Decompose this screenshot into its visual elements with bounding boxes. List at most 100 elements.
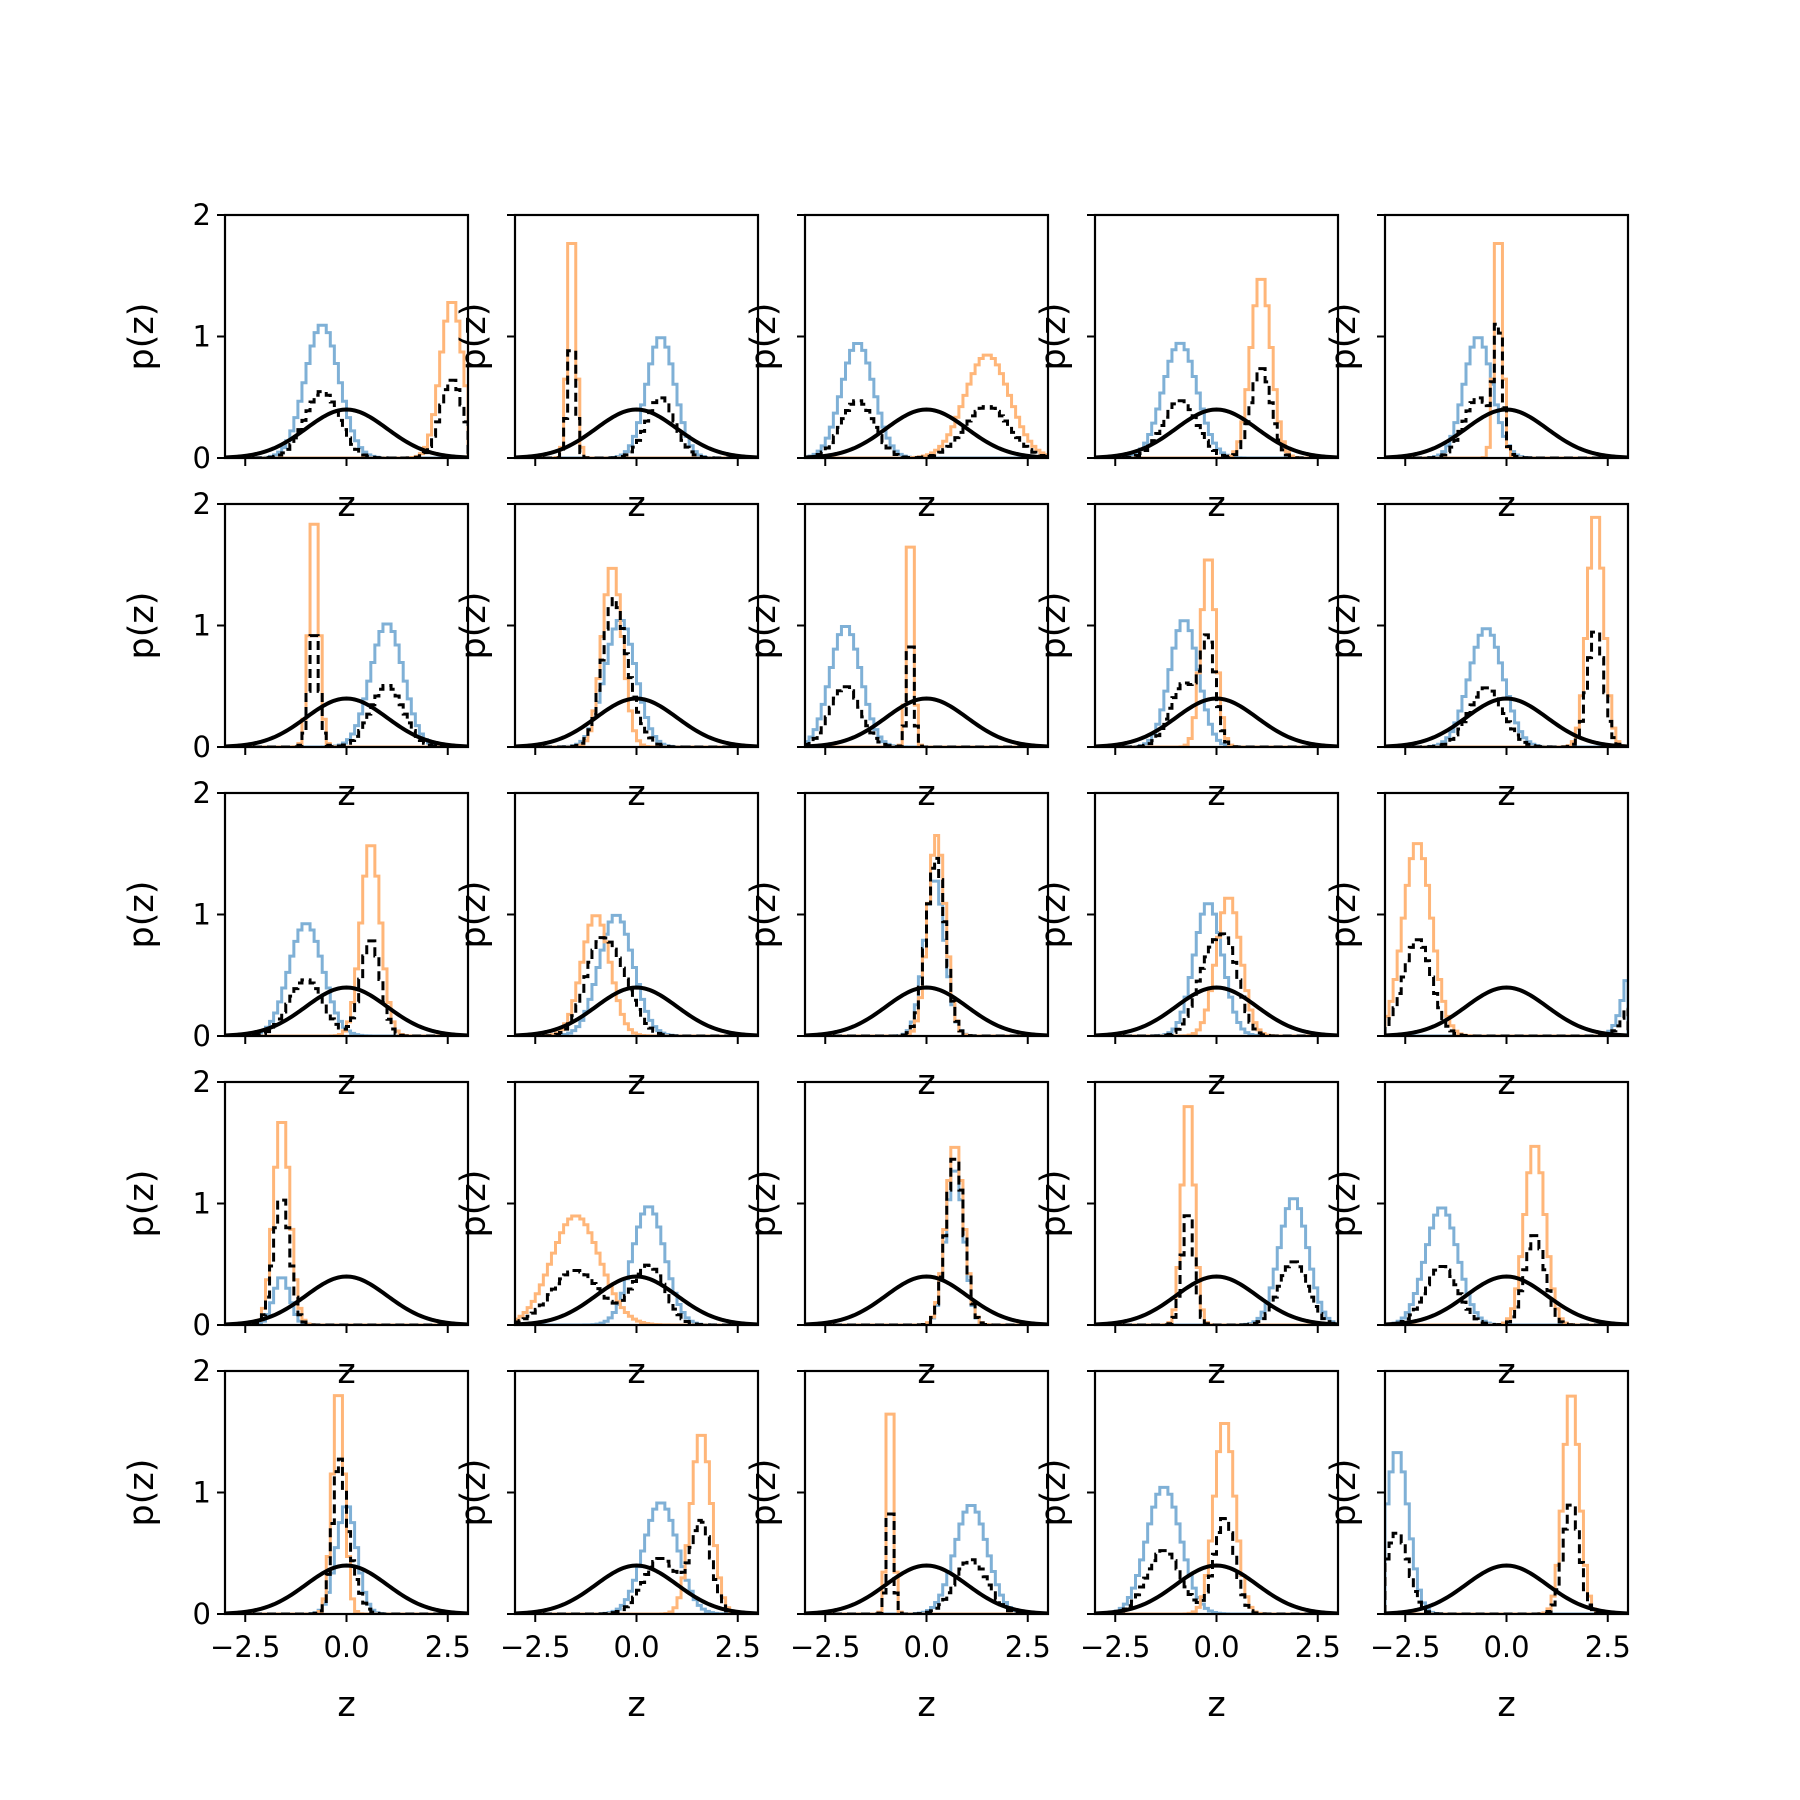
subplot-r2-c2: zp(z)	[454, 502, 760, 814]
subplot-r4-c5: zp(z)	[1324, 1080, 1630, 1392]
y-axis-label: p(z)	[744, 1459, 784, 1527]
x-axis-label: z	[337, 1685, 355, 1725]
axes-frame	[223, 791, 470, 1038]
standard-normal-curve	[1095, 407, 1338, 458]
dashed-mixture-histogram	[225, 634, 468, 747]
y-tick-label: 1	[193, 1476, 211, 1510]
standard-normal-curve	[1385, 696, 1628, 747]
x-axis-label: z	[1207, 1685, 1225, 1725]
orange-histogram	[1385, 1394, 1628, 1614]
subplot-r1-c2: zp(z)	[454, 213, 760, 525]
blue-histogram	[1095, 1485, 1338, 1614]
orange-histogram	[515, 566, 758, 747]
x-tick-label: 2.5	[715, 1630, 761, 1664]
y-tick-label: 2	[193, 776, 211, 810]
dashed-mixture-histogram	[515, 936, 758, 1036]
y-tick-label: 1	[193, 320, 211, 354]
blue-histogram	[515, 1205, 758, 1325]
standard-normal-curve	[805, 1274, 1048, 1325]
axes-frame	[223, 1080, 470, 1327]
x-tick-label: −2.5	[1080, 1630, 1150, 1664]
x-tick-label: 0.0	[1193, 1630, 1239, 1664]
y-tick-label: 0	[193, 1597, 211, 1631]
y-axis-label: p(z)	[1324, 1459, 1364, 1527]
standard-normal-curve	[805, 696, 1048, 747]
axes-frame	[803, 1369, 1050, 1616]
y-tick-label: 0	[193, 441, 211, 475]
subplot-r1-c5: zp(z)	[1324, 213, 1630, 525]
standard-normal-curve	[1095, 985, 1338, 1036]
axes-frame	[223, 502, 470, 749]
x-tick-label: 0.0	[1483, 1630, 1529, 1664]
blue-histogram	[225, 922, 468, 1036]
subplot-r3-c5: zp(z)	[1324, 791, 1630, 1103]
x-tick-label: −2.5	[500, 1630, 570, 1664]
standard-normal-curve	[225, 696, 468, 747]
subplot-r4-c3: zp(z)	[744, 1080, 1050, 1392]
orange-histogram	[225, 301, 468, 458]
dashed-mixture-histogram	[225, 378, 468, 458]
orange-histogram	[805, 1145, 1048, 1325]
y-axis-label: p(z)	[1034, 881, 1074, 949]
standard-normal-curve	[515, 1563, 758, 1614]
y-axis-label: p(z)	[744, 881, 784, 949]
subplot-r1-c4: zp(z)	[1034, 213, 1340, 525]
blue-histogram	[805, 625, 1048, 747]
y-axis-label: p(z)	[1324, 592, 1364, 660]
x-tick-label: −2.5	[210, 1630, 280, 1664]
axes-frame	[1093, 213, 1340, 460]
axes-frame	[1093, 1080, 1340, 1327]
orange-histogram	[515, 1433, 758, 1614]
subplot-r4-c2: zp(z)	[454, 1080, 760, 1392]
y-axis-label: p(z)	[1034, 303, 1074, 371]
y-axis-label: p(z)	[1324, 881, 1364, 949]
dashed-mixture-histogram	[515, 349, 758, 458]
subplot-r5-c1: −2.5 0.0 2.5 0 1 2 z p(z)	[122, 1354, 471, 1725]
subplot-r2-c4: zp(z)	[1034, 502, 1340, 814]
blue-histogram	[805, 1169, 1048, 1325]
subplot-r3-c2: zp(z)	[454, 791, 760, 1103]
y-axis-label: p(z)	[122, 1459, 162, 1527]
axes-frame	[1383, 1369, 1630, 1616]
subplot-r3-c4: zp(z)	[1034, 791, 1340, 1103]
standard-normal-curve	[1385, 985, 1628, 1036]
orange-histogram	[515, 1214, 758, 1325]
axes-frame	[1383, 791, 1630, 1038]
x-tick-label: 2.5	[1295, 1630, 1341, 1664]
y-axis-label: p(z)	[1324, 1170, 1364, 1238]
subplot-r4-c4: zp(z)	[1034, 1080, 1340, 1392]
y-axis-label: p(z)	[454, 881, 494, 949]
x-tick-label: 0.0	[613, 1630, 659, 1664]
x-tick-label: 2.5	[1005, 1630, 1051, 1664]
y-axis-label: p(z)	[744, 1170, 784, 1238]
y-tick-label: 1	[193, 609, 211, 643]
dashed-mixture-histogram	[805, 1512, 1048, 1614]
subplot-r5-c2: −2.5 0.0 2.5 z p(z)	[454, 1369, 761, 1725]
subplot-r5-c5: −2.5 0.0 2.5 z p(z)	[1324, 1369, 1631, 1725]
standard-normal-curve	[805, 407, 1048, 458]
blue-histogram	[515, 619, 758, 747]
standard-normal-curve	[225, 985, 468, 1036]
standard-normal-curve	[225, 1563, 468, 1614]
y-axis-label: p(z)	[1324, 303, 1364, 371]
standard-normal-curve	[1095, 696, 1338, 747]
dashed-mixture-histogram	[1095, 1214, 1338, 1325]
orange-histogram	[1095, 1421, 1338, 1614]
subplot-r5-c4: −2.5 0.0 2.5 z p(z)	[1034, 1369, 1341, 1725]
y-axis-label: p(z)	[122, 592, 162, 660]
standard-normal-curve	[1385, 1563, 1628, 1614]
x-tick-label: −2.5	[1370, 1630, 1440, 1664]
standard-normal-curve	[515, 407, 758, 458]
orange-histogram	[805, 353, 1048, 458]
axes-frame	[1383, 1080, 1630, 1327]
y-axis-label: p(z)	[1034, 1170, 1074, 1238]
y-axis-label: p(z)	[454, 303, 494, 371]
blue-histogram	[1095, 1197, 1338, 1325]
orange-histogram	[1095, 1105, 1338, 1325]
orange-histogram	[225, 844, 468, 1036]
standard-normal-curve	[515, 985, 758, 1036]
blue-histogram	[805, 341, 1048, 458]
x-tick-label: 2.5	[1585, 1630, 1631, 1664]
orange-histogram	[805, 545, 1048, 747]
